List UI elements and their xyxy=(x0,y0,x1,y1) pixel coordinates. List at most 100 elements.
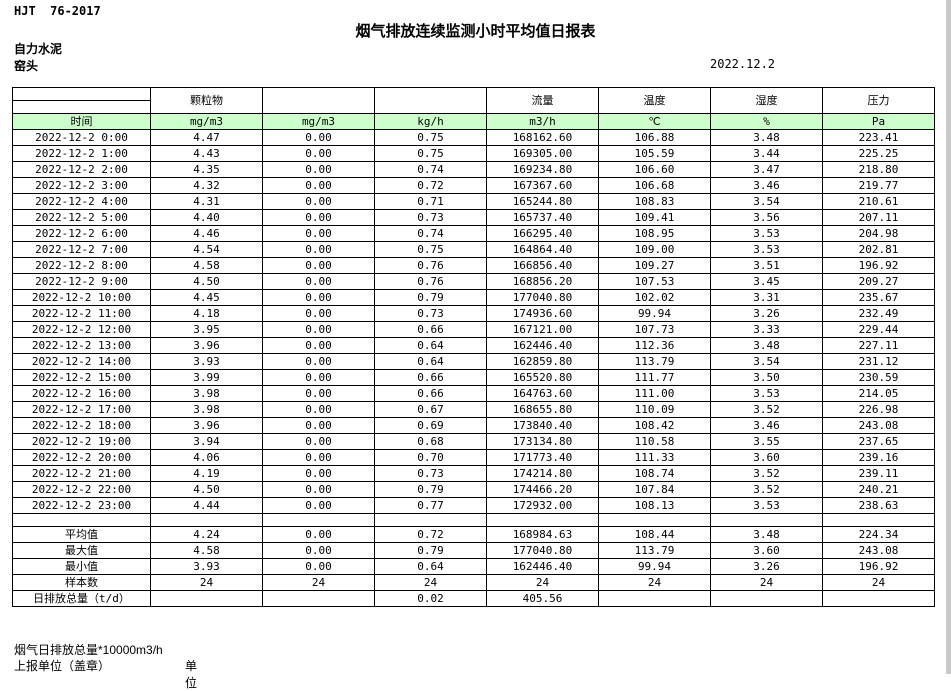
value-cell: 3.53 xyxy=(710,241,823,258)
value-cell: 0.74 xyxy=(374,161,487,178)
value-cell xyxy=(262,590,375,607)
time-cell: 2022-12-2 18:00 xyxy=(12,417,151,434)
table-body: 2022-12-2 0:00 4.47 0.00 0.75 168162.60 106.8… xyxy=(12,129,935,607)
value-cell: 0.00 xyxy=(262,257,375,274)
time-cell: 2022-12-2 13:00 xyxy=(12,337,151,354)
value-cell: 229.44 xyxy=(822,321,935,338)
value-cell: 107.73 xyxy=(598,321,711,338)
value-cell: 0.00 xyxy=(262,305,375,322)
col-header-blank-2 xyxy=(374,87,487,114)
doc-code: HJT 76-2017 xyxy=(14,4,101,18)
value-cell: 4.46 xyxy=(150,225,263,242)
value-cell: 108.95 xyxy=(598,225,711,242)
report-unit-label: 上报单位（盖章） xyxy=(14,659,111,673)
value-cell: 238.63 xyxy=(822,497,935,514)
value-cell: 0.00 xyxy=(262,337,375,354)
value-cell: 164763.60 xyxy=(486,385,599,402)
value-cell: 207.11 xyxy=(822,209,935,226)
value-cell: 0.66 xyxy=(374,369,487,386)
value-cell: 0.00 xyxy=(262,385,375,402)
value-cell: 3.46 xyxy=(710,177,823,194)
time-cell: 2022-12-2 9:00 xyxy=(12,273,151,290)
table-row: 2022-12-2 5:00 4.40 0.00 0.73 165737.40 109.4… xyxy=(12,209,935,226)
summary-row: 最小值 3.93 0.00 0.64 162446.40 99.94 3.26 196.92 xyxy=(12,558,935,575)
unit-celsius: ℃ xyxy=(598,113,711,130)
value-cell: 110.58 xyxy=(598,433,711,450)
value-cell: 239.16 xyxy=(822,449,935,466)
summary-label-cell: 样本数 xyxy=(12,574,151,591)
value-cell: 4.40 xyxy=(150,209,263,226)
value-cell: 3.52 xyxy=(710,481,823,498)
value-cell: 196.92 xyxy=(822,257,935,274)
value-cell: 224.34 xyxy=(822,526,935,543)
value-cell: 3.52 xyxy=(710,465,823,482)
value-cell: 106.68 xyxy=(598,177,711,194)
value-cell: 231.12 xyxy=(822,353,935,370)
unit-m3-h: m3/h xyxy=(486,113,599,130)
table-row: 2022-12-2 22:00 4.50 0.00 0.79 174466.20 107.… xyxy=(12,481,935,498)
table-row: 2022-12-2 2:00 4.35 0.00 0.74 169234.80 106.6… xyxy=(12,161,935,178)
unit-kg-h: kg/h xyxy=(374,113,487,130)
footer-note: 烟气日排放总量*10000m3/h xyxy=(14,643,163,657)
value-cell: 165244.80 xyxy=(486,193,599,210)
value-cell: 3.96 xyxy=(150,337,263,354)
value-cell: 109.41 xyxy=(598,209,711,226)
value-cell: 4.58 xyxy=(150,542,263,559)
time-cell: 2022-12-2 0:00 xyxy=(12,129,151,146)
value-cell xyxy=(262,513,375,527)
monitoring-point: 窑头 xyxy=(14,59,39,73)
value-cell: 3.26 xyxy=(710,558,823,575)
value-cell: 223.41 xyxy=(822,129,935,146)
time-cell: 2022-12-2 8:00 xyxy=(12,257,151,274)
value-cell: 24 xyxy=(262,574,375,591)
value-cell: 0.00 xyxy=(262,321,375,338)
value-cell: 4.43 xyxy=(150,145,263,162)
value-cell xyxy=(822,590,935,607)
value-cell: 196.92 xyxy=(822,558,935,575)
col-header-flow: 流量 xyxy=(486,87,599,114)
table-row: 2022-12-2 20:00 4.06 0.00 0.70 171773.40 111.… xyxy=(12,449,935,466)
value-cell: 167367.60 xyxy=(486,177,599,194)
table-row: 2022-12-2 13:00 3.96 0.00 0.64 162446.40 112.… xyxy=(12,337,935,354)
value-cell: 3.53 xyxy=(710,385,823,402)
value-cell: 219.77 xyxy=(822,177,935,194)
value-cell: 3.98 xyxy=(150,401,263,418)
value-cell: 0.00 xyxy=(262,481,375,498)
value-cell: 0.64 xyxy=(374,353,487,370)
table-row: 2022-12-2 16:00 3.98 0.00 0.66 164763.60 111.… xyxy=(12,385,935,402)
unit-mg-m3-b: mg/m3 xyxy=(262,113,375,130)
value-cell: 108.42 xyxy=(598,417,711,434)
value-cell xyxy=(486,513,599,527)
table-row: 2022-12-2 17:00 3.98 0.00 0.67 168655.80 110.… xyxy=(12,401,935,418)
value-cell: 4.35 xyxy=(150,161,263,178)
value-cell: 0.66 xyxy=(374,385,487,402)
value-cell: 111.00 xyxy=(598,385,711,402)
value-cell: 0.00 xyxy=(262,177,375,194)
time-cell: 2022-12-2 19:00 xyxy=(12,433,151,450)
time-cell: 2022-12-2 5:00 xyxy=(12,209,151,226)
value-cell: 106.60 xyxy=(598,161,711,178)
value-cell: 4.50 xyxy=(150,273,263,290)
value-cell: 0.00 xyxy=(262,353,375,370)
time-cell: 2022-12-2 22:00 xyxy=(12,481,151,498)
value-cell: 0.00 xyxy=(262,145,375,162)
value-cell: 3.26 xyxy=(710,305,823,322)
col-header-humidity: 湿度 xyxy=(710,87,823,114)
value-cell: 230.59 xyxy=(822,369,935,386)
value-cell: 171773.40 xyxy=(486,449,599,466)
summary-row: 日排放总量（t/d） 0.02 405.56 xyxy=(12,590,935,607)
time-cell: 2022-12-2 21:00 xyxy=(12,465,151,482)
value-cell: 0.00 xyxy=(262,401,375,418)
value-cell: 0.71 xyxy=(374,193,487,210)
table-row: 2022-12-2 0:00 4.47 0.00 0.75 168162.60 106.8… xyxy=(12,129,935,146)
value-cell xyxy=(374,513,487,527)
value-cell: 168655.80 xyxy=(486,401,599,418)
value-cell: 4.44 xyxy=(150,497,263,514)
value-cell: 169234.80 xyxy=(486,161,599,178)
value-cell: 109.00 xyxy=(598,241,711,258)
value-cell: 3.93 xyxy=(150,558,263,575)
value-cell: 113.79 xyxy=(598,353,711,370)
value-cell: 0.00 xyxy=(262,289,375,306)
time-cell: 2022-12-2 14:00 xyxy=(12,353,151,370)
value-cell: 111.77 xyxy=(598,369,711,386)
